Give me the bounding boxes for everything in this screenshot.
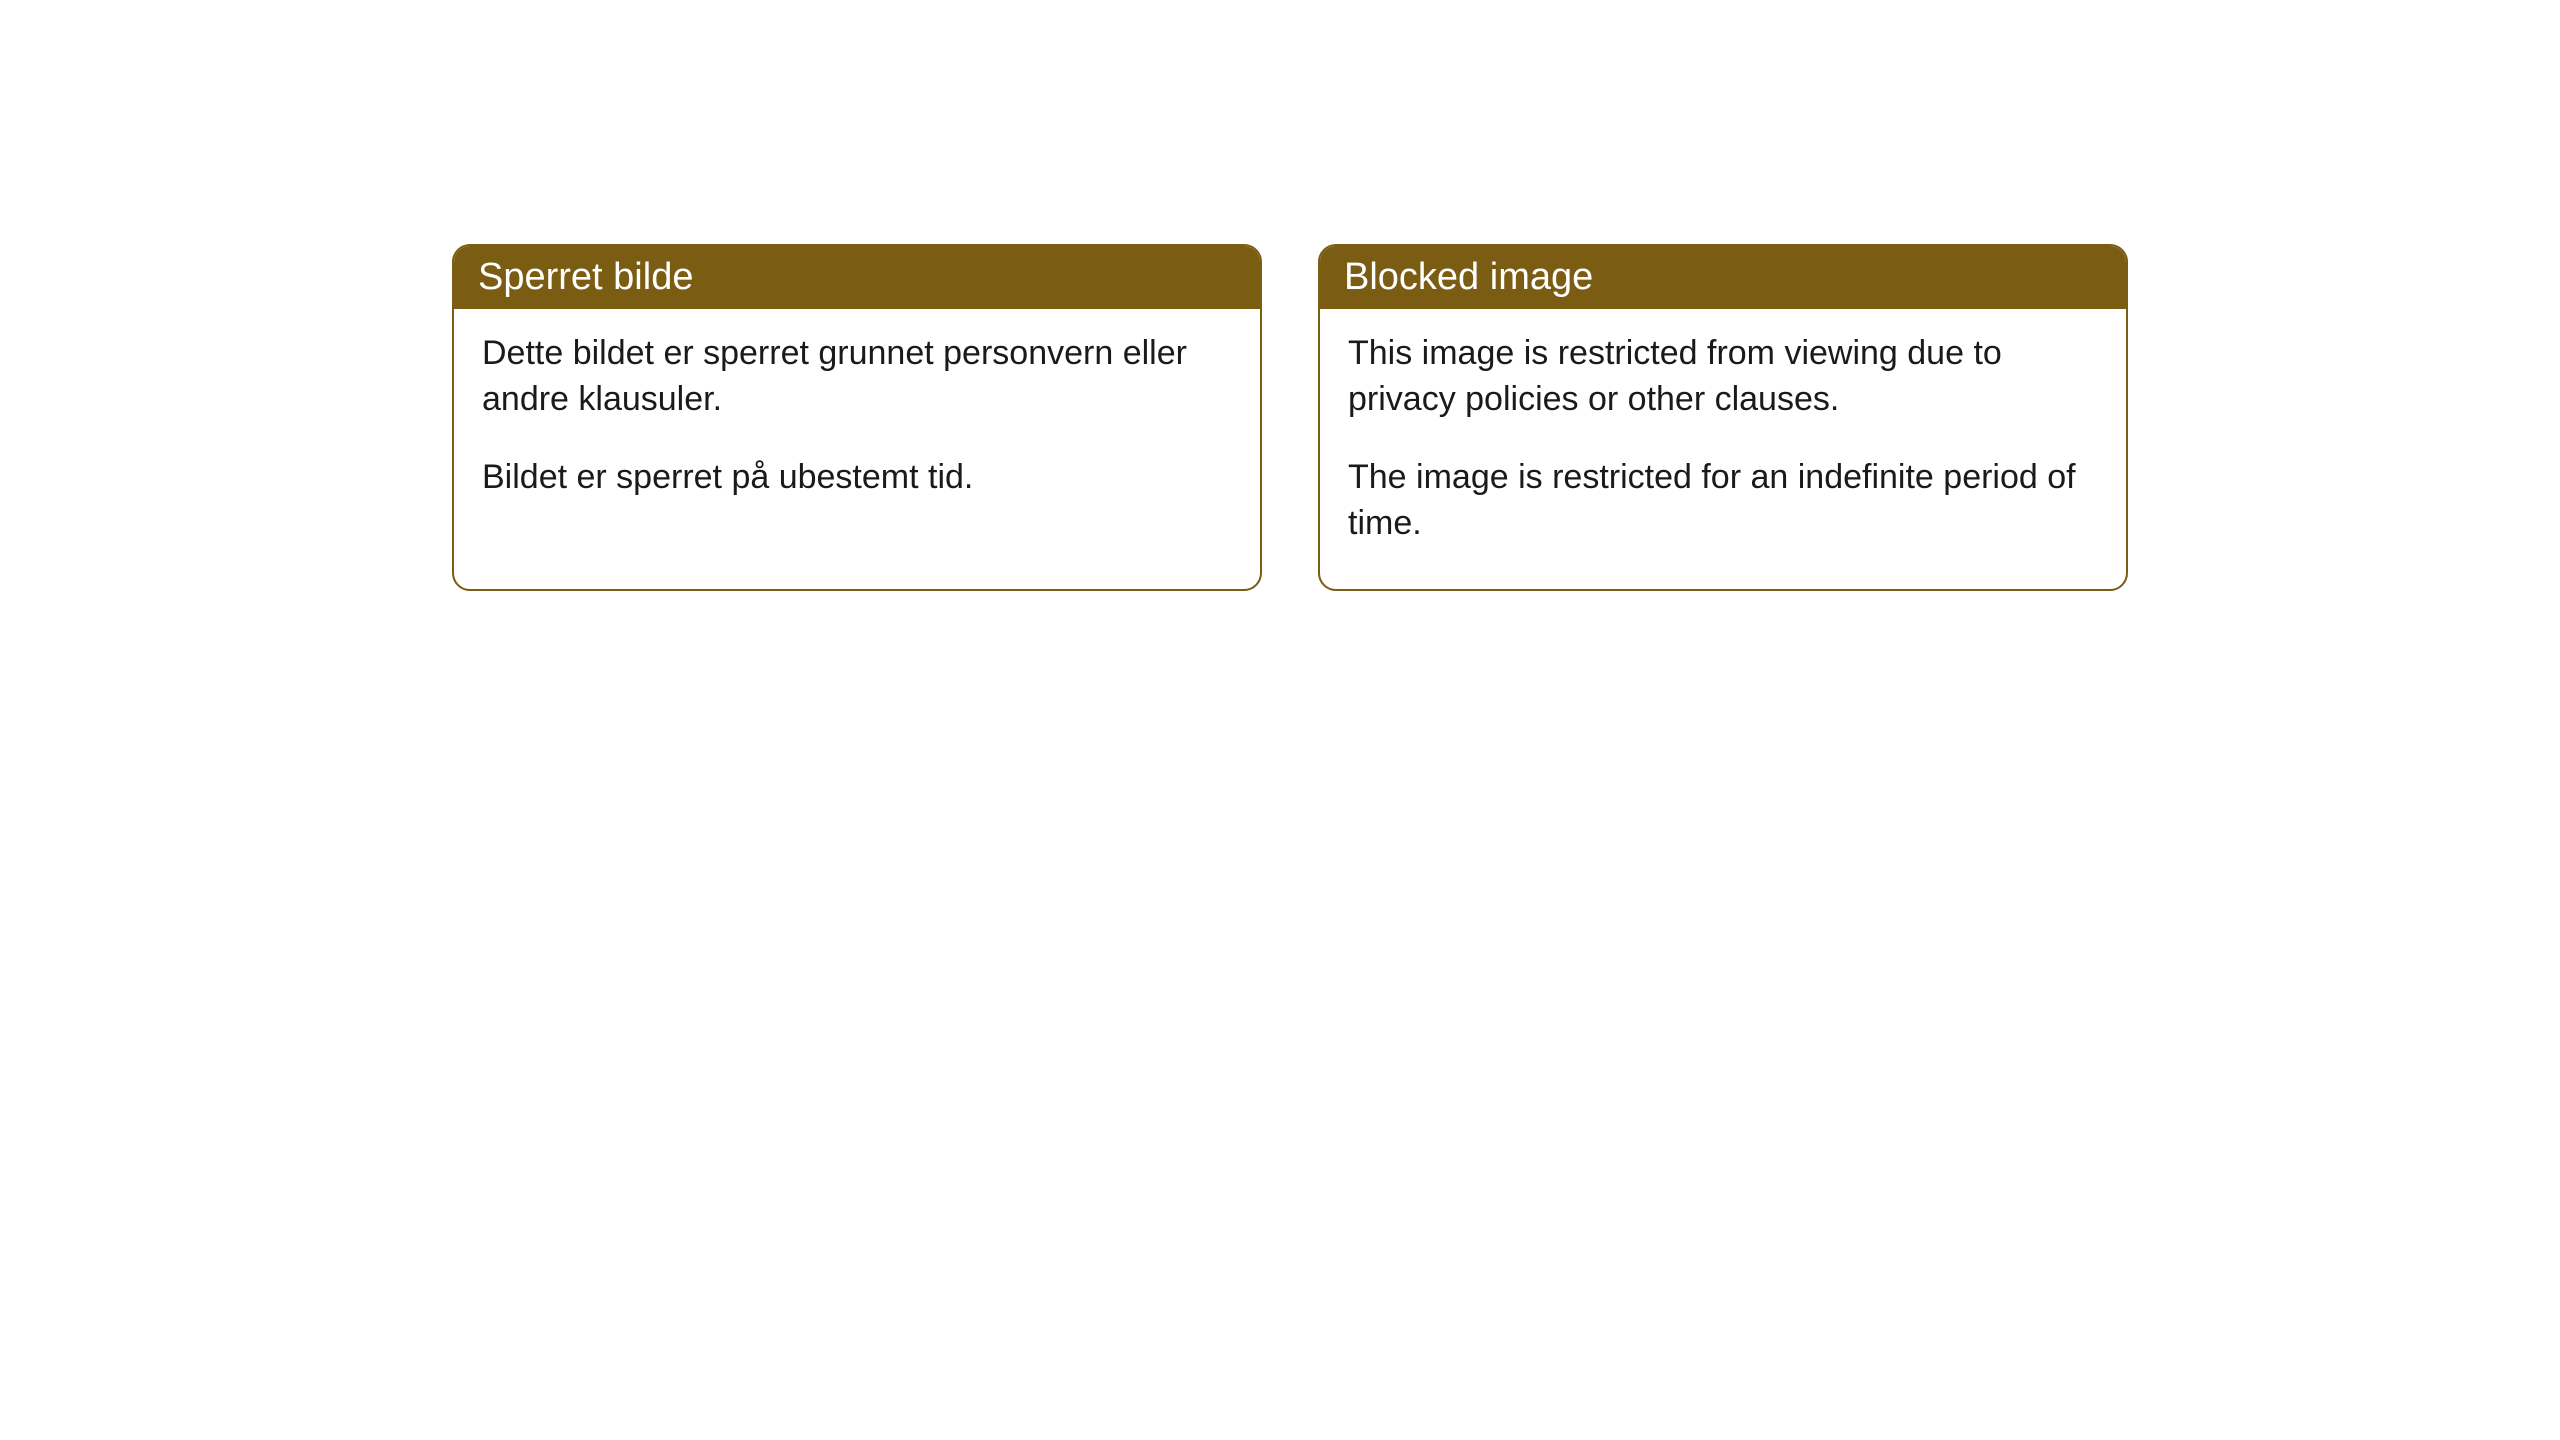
card-header: Sperret bilde xyxy=(454,246,1260,309)
card-body: This image is restricted from viewing du… xyxy=(1320,309,2126,589)
card-body: Dette bildet er sperret grunnet personve… xyxy=(454,309,1260,543)
card-paragraph-2: The image is restricted for an indefinit… xyxy=(1348,455,2098,547)
card-paragraph-1: This image is restricted from viewing du… xyxy=(1348,331,2098,423)
card-header: Blocked image xyxy=(1320,246,2126,309)
notice-cards-container: Sperret bilde Dette bildet er sperret gr… xyxy=(452,244,2128,591)
notice-card-english: Blocked image This image is restricted f… xyxy=(1318,244,2128,591)
card-paragraph-1: Dette bildet er sperret grunnet personve… xyxy=(482,331,1232,423)
notice-card-norwegian: Sperret bilde Dette bildet er sperret gr… xyxy=(452,244,1262,591)
card-paragraph-2: Bildet er sperret på ubestemt tid. xyxy=(482,455,1232,501)
